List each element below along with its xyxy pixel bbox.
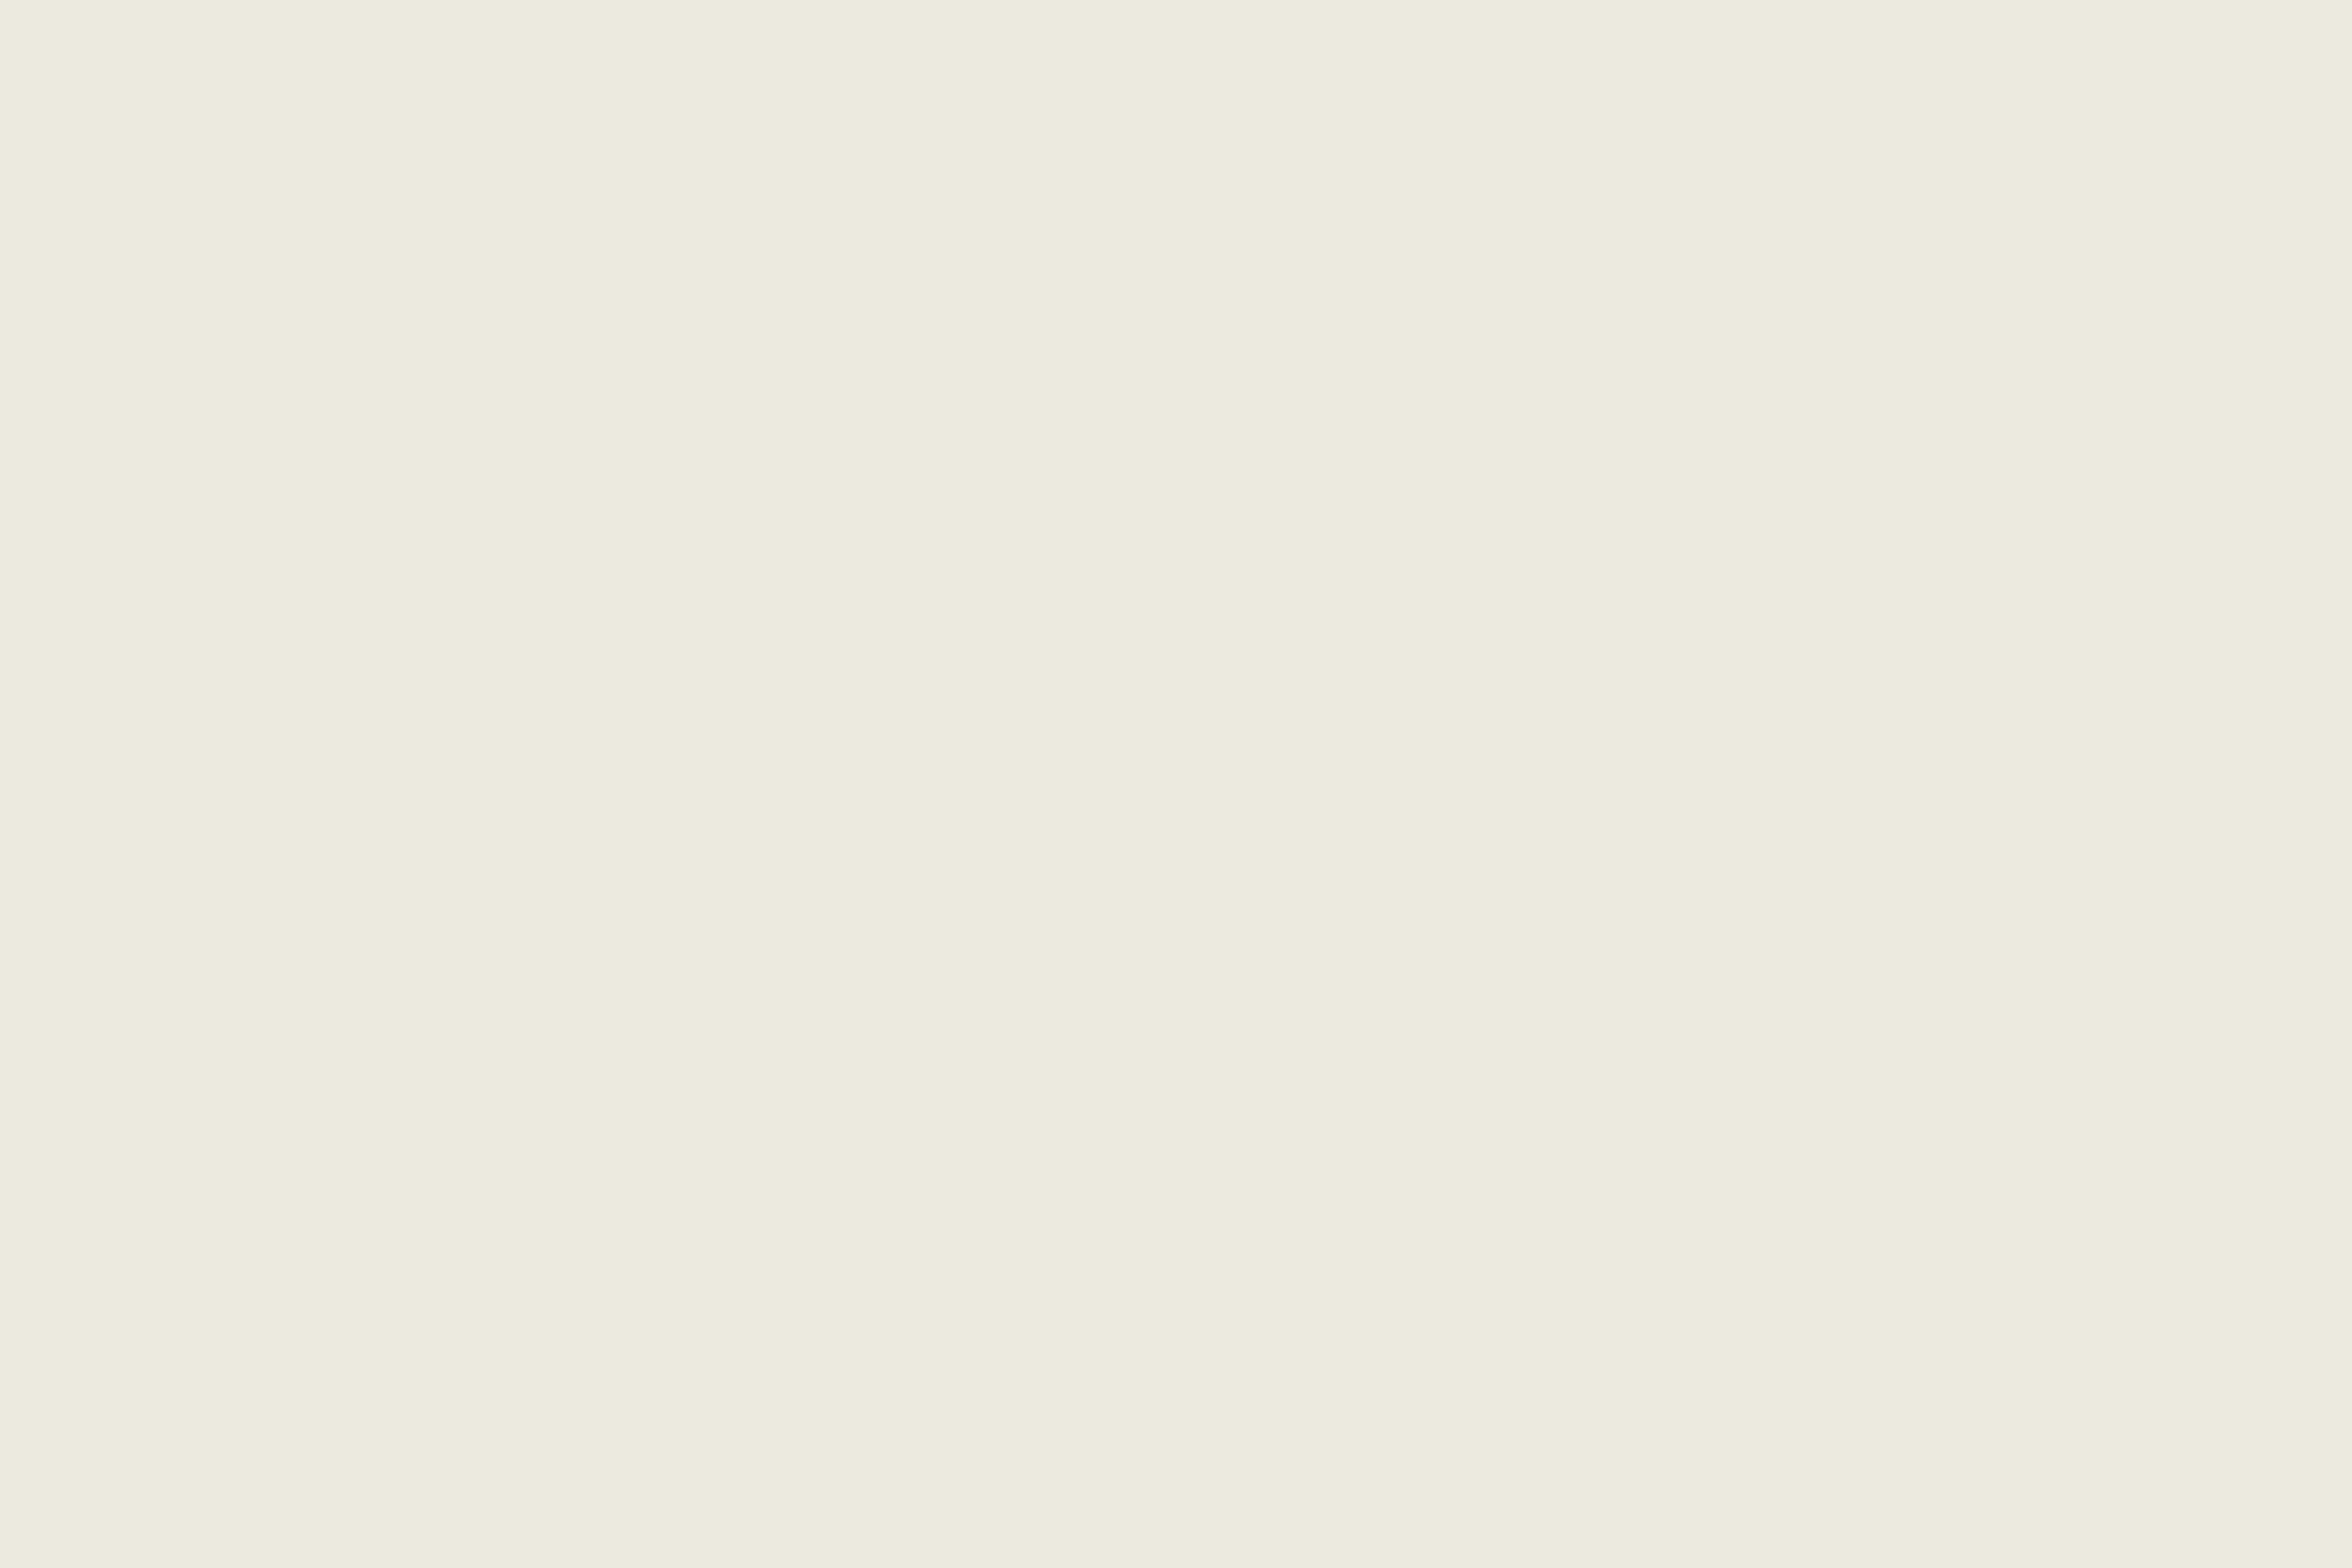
map-svg (113, 287, 877, 659)
state-timeline-chart (0, 1142, 2352, 1529)
map-svg (1568, 287, 2332, 659)
map-panel-1851-1875 (113, 679, 877, 1051)
map-svg (113, 679, 877, 1051)
map-panel-1901-1925 (1568, 679, 2332, 1051)
map-panel-1639-1800 (113, 287, 877, 659)
map-panel-1801-1825 (839, 287, 1603, 659)
map-svg (1568, 679, 2332, 1051)
map-panel-1826-1850 (1568, 287, 2332, 659)
map-svg (839, 679, 1603, 1051)
map-panel-1876-1900 (839, 679, 1603, 1051)
map-svg (839, 287, 1603, 659)
